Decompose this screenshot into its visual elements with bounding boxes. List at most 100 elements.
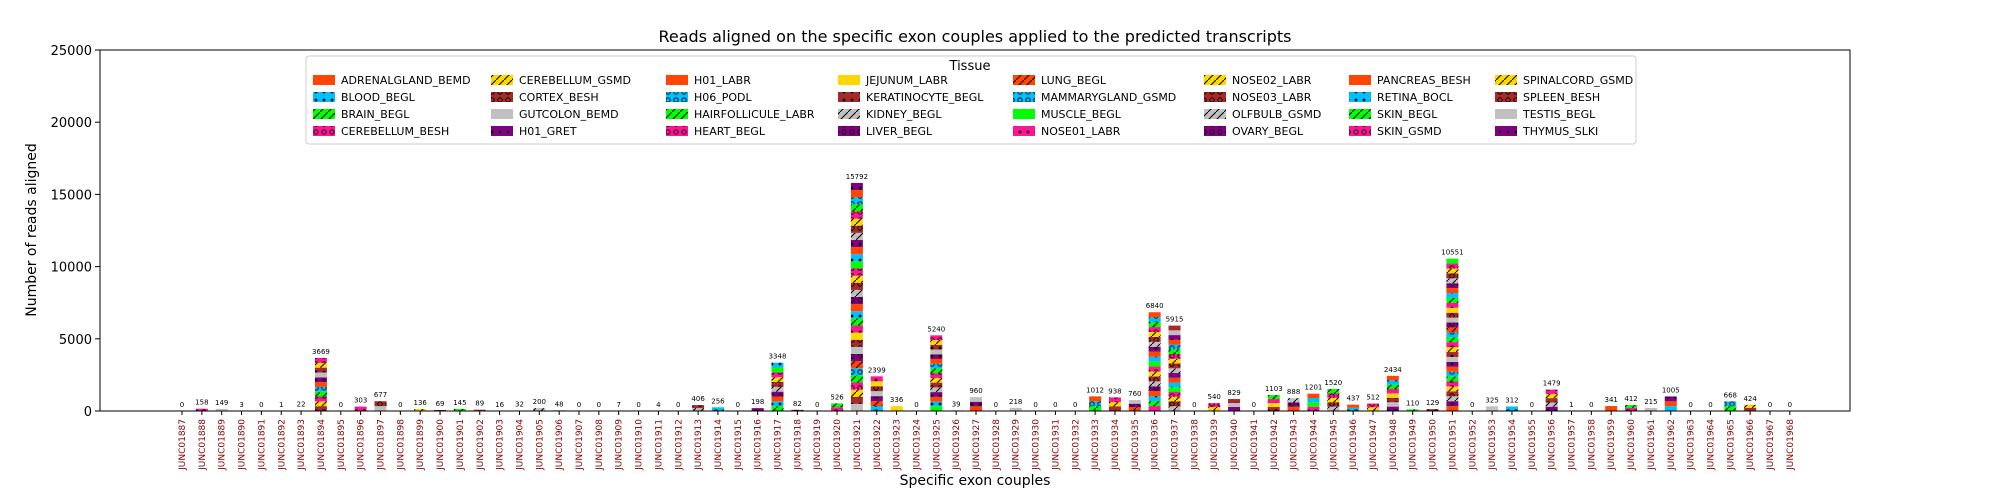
x-tick-label: JUNC01939 [1210,419,1220,471]
bar-segment [314,367,327,373]
x-tick-label: JUNC01890 [238,419,248,471]
x-tick-label: JUNC01919 [813,419,823,471]
x-tick-label: JUNC01914 [714,419,724,471]
value-label: 888 [1287,388,1300,396]
x-tick-label: JUNC01901 [456,419,466,471]
stacked-bar [354,406,367,411]
stacked-bar [850,182,863,411]
stacked-bar [1605,406,1618,411]
value-label: 158 [195,399,208,407]
bar-segment [850,311,863,319]
x-tick-label: JUNC01891 [257,419,267,471]
x-tick-label: JUNC01913 [694,419,704,471]
value-label: 3669 [312,348,330,356]
stacked-bar [1644,407,1657,411]
x-tick-label: JUNC01943 [1290,419,1300,471]
x-axis-label: Specific exon couples [900,473,1051,489]
bar-segment [1228,403,1241,408]
x-tick-label: JUNC01930 [1032,419,1042,471]
legend-item: RETINA_BOCL [1349,91,1454,104]
legend-swatch [1495,109,1517,119]
bar-segment [1108,401,1121,407]
value-label: 0 [1788,401,1792,409]
x-tick-label: JUNC01918 [793,419,803,471]
bar-segment [1168,396,1181,402]
value-label: 0 [1033,401,1037,409]
value-labels: 0 158 149 3 0 1 22 3669 0 303 677 0 136 69 145 89 16 32 20… [180,173,1792,409]
bar-segment [1446,317,1459,323]
stacked-bar [1089,396,1102,411]
bar-segment [1148,341,1161,347]
bar-segment [1724,406,1737,411]
x-tick-label: JUNC01934 [1111,419,1121,471]
legend-swatch [313,126,335,136]
legend-label: H01_GRET [519,125,577,138]
bar-segment [314,372,327,378]
value-label: 16 [495,401,504,409]
x-tick-label: JUNC01936 [1151,419,1161,471]
x-tick-label: JUNC01955 [1528,419,1538,471]
value-label: 325 [1485,396,1498,404]
y-tick-label: 15000 [51,188,92,203]
legend-item: SKIN_GSMD [1349,125,1442,138]
stacked-bar [414,409,427,411]
stacked-bar [1228,399,1241,411]
legend-swatch [838,92,860,102]
bar-segment [751,408,764,411]
bar-segment [1446,347,1459,353]
stacked-bar [1327,389,1340,411]
legend-label: CEREBELLUM_BESH [341,125,449,138]
bar-segment [970,397,982,402]
legend-label: HEART_BEGL [694,125,766,138]
stacked-bar [1009,407,1022,411]
x-tick-label: JUNC01965 [1726,419,1736,471]
value-label: 218 [1009,398,1022,406]
value-label: 0 [577,401,581,409]
bar-segment [1148,351,1161,357]
bar-segment [1605,406,1618,411]
bar-segment [314,396,327,402]
bar-segment [1446,307,1459,313]
bar-segment [1287,406,1300,411]
stacked-bar [1724,401,1737,411]
legend-item: PANCREAS_BESH [1349,74,1471,87]
bar-segment [870,386,883,392]
legend-item: NOSE03_LABR [1204,91,1312,104]
y-tick-label: 25000 [51,44,92,59]
bar-segment [1386,375,1399,381]
value-label: 3 [239,401,243,409]
legend-swatch [1013,109,1035,119]
bar-segment [314,358,327,363]
stacked-bar [1406,409,1419,411]
bar-segment [1089,396,1102,402]
value-label: 0 [1708,401,1712,409]
stacked-bar [533,408,546,411]
value-label: 48 [555,400,564,408]
bar-segment [1128,403,1141,408]
value-label: 129 [1426,399,1439,407]
bar-segment [1744,404,1757,408]
stacked-bar [831,403,844,411]
bar-segment [215,408,228,411]
bar-segment [1148,386,1161,392]
value-label: 0 [180,401,184,409]
legend-item: MAMMARYGLAND_GSMD [1013,91,1176,104]
bar-segment [850,375,863,383]
bar-segment [850,353,863,362]
legend-item: BLOOD_BEGL [313,91,416,104]
bar-segment [1386,389,1399,394]
stacked-bar [1108,397,1121,411]
bar-segment [930,396,943,402]
bar-segment [1426,409,1439,411]
x-tick-label: JUNC01904 [515,419,525,471]
bar-segment [1148,391,1161,397]
bar-segment [533,408,546,411]
bar-segment [850,225,863,233]
x-tick-label: JUNC01907 [575,419,585,471]
x-tick-label: JUNC01949 [1409,419,1419,471]
bar-segment [930,392,943,397]
legend-label: KIDNEY_BEGL [866,108,942,121]
bar-segment [1386,380,1399,385]
value-label: 1201 [1305,384,1323,392]
bar-segment [1505,406,1518,411]
